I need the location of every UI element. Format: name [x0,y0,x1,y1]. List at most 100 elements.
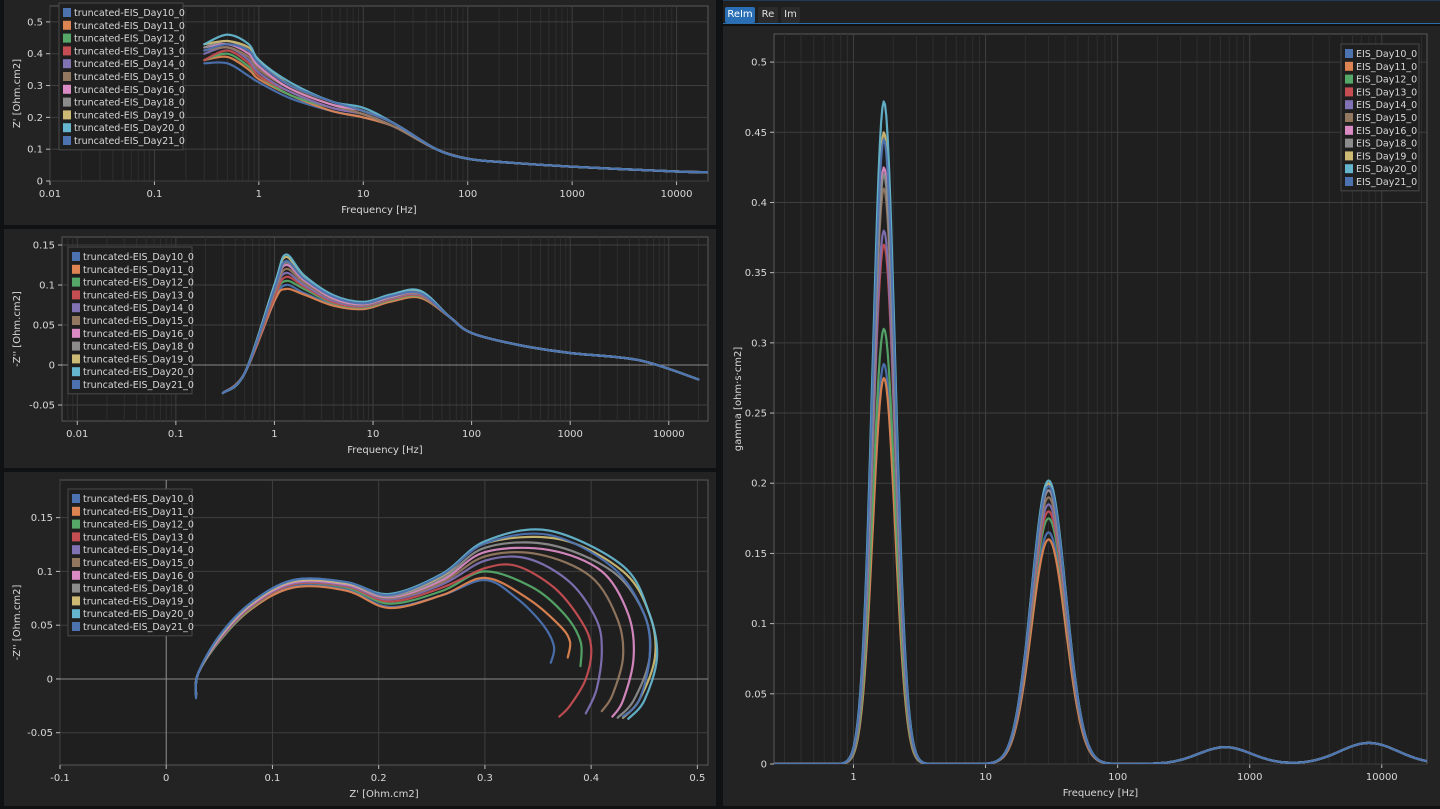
legend-label: EIS_Day16_0 [1356,126,1417,137]
legend-swatch [72,264,80,274]
x-tick-label: 0.2 [371,773,387,784]
y-tick-label: 0.45 [745,128,767,139]
legend-label: EIS_Day12_0 [1356,75,1417,86]
legend-label: EIS_Day15_0 [1356,113,1417,124]
legend-swatch [63,97,71,107]
legend-swatch [72,609,80,619]
y-tick-label: 0.5 [27,17,43,28]
nyquist-chart[interactable]: -0.1 0 0.1 0.2 0.3 0.4 0.5 -0.05 0 0.05 0.1 0.15 Z' … [4,472,716,806]
y-tick-label: 0 [761,760,767,771]
legend-label: truncated-EIS_Day12_0 [83,278,194,289]
series-lines [221,253,700,395]
y-tick-label: 0.05 [745,689,767,700]
zre-plot-panel[interactable]: 0.01 0.1 1 10 100 1000 10000 0 0.1 0.2 0.3 0.4 0.5 Fr… [4,0,716,225]
x-tick-label: 0.1 [265,773,281,784]
legend-swatch [63,8,71,17]
y-tick-label: 0.15 [31,513,53,524]
legend-label: truncated-EIS_Day10_0 [74,8,185,19]
legend-swatch [72,328,80,338]
legend-swatch [1345,49,1353,58]
legend-swatch [72,596,80,606]
legend-label: truncated-EIS_Day10_0 [83,252,194,263]
zre-vs-frequency-chart[interactable]: 0.01 0.1 1 10 100 1000 10000 0 0.1 0.2 0.3 0.4 0.5 Fr… [4,0,716,225]
legend-label: truncated-EIS_Day15_0 [74,72,185,83]
legend-label: truncated-EIS_Day12_0 [74,34,185,45]
legend-label: truncated-EIS_Day13_0 [83,532,194,543]
zim-vs-frequency-chart[interactable]: 0.01 0.1 1 10 100 1000 10000 -0.05 0 0.05 0.1 0.15 F… [4,229,716,468]
tab-re[interactable]: Re [758,7,778,23]
plot-area [773,33,1428,765]
y-tick-label: 0.1 [751,619,767,630]
x-tick-label: 1 [271,429,277,440]
legend-label: truncated-EIS_Day21_0 [74,136,185,147]
legend-swatch [63,59,71,69]
y-tick-label: 0.1 [39,281,55,292]
legend-swatch [72,506,80,516]
legend-label: EIS_Day20_0 [1356,164,1417,175]
x-tick-label: 1 [850,772,856,783]
y-tick-label: 0.3 [27,81,43,92]
legend-label: truncated-EIS_Day16_0 [74,85,185,96]
series-lines [194,528,659,720]
legend-label: truncated-EIS_Day19_0 [74,110,185,121]
tab-reim[interactable]: ReIm [725,7,755,23]
legend-swatch [63,136,71,145]
tab-im[interactable]: Im [781,7,800,23]
legend-swatch [1345,87,1353,97]
legend-swatch [1345,151,1353,161]
legend-swatch [72,303,80,313]
x-tick-label: 10000 [1366,772,1398,783]
legend-swatch [72,367,80,377]
legend-label: truncated-EIS_Day14_0 [74,59,185,70]
x-axis-label: Frequency [Hz] [341,205,417,216]
legend[interactable]: truncated-EIS_Day10_0 truncated-EIS_Day11… [58,2,185,151]
series-line-truncated-EIS_Day21_0 [221,259,700,395]
legend-label: truncated-EIS_Day13_0 [83,290,194,301]
drt-plot-panel[interactable]: 1 10 100 1000 10000 0 0.05 0.1 0.15 0.2 0.25 0.3 0.3… [723,26,1440,806]
nyquist-plot-panel[interactable]: -0.1 0 0.1 0.2 0.3 0.4 0.5 -0.05 0 0.05 0.1 0.15 Z' … [4,472,716,806]
legend-swatch [63,123,71,133]
series-line-EIS_Day21_0 [774,138,1427,764]
legend[interactable]: EIS_Day10_0EIS_Day11_0EIS_Day12_0EIS_Day… [1340,43,1420,192]
legend-label: EIS_Day14_0 [1356,100,1417,111]
legend-swatch [72,583,80,593]
x-tick-label: 100 [462,429,481,440]
series-line-truncated-EIS_Day21_0 [203,43,708,174]
legend-box [58,2,184,151]
x-tick-label: 0 [163,773,169,784]
legend-swatch [72,354,80,364]
y-tick-label: 0 [49,361,55,372]
legend-swatch [1345,113,1353,122]
legend-swatch [72,558,80,567]
legend-label: EIS_Day13_0 [1356,87,1417,98]
x-tick-label: 0.5 [689,773,705,784]
legend[interactable]: truncated-EIS_Day10_0 truncated-EIS_Day11… [67,488,194,637]
legend-box [1340,43,1420,192]
drt-gamma-chart[interactable]: 1 10 100 1000 10000 0 0.05 0.1 0.15 0.2 0.25 0.3 0.3… [723,26,1440,806]
zim-plot-panel[interactable]: 0.01 0.1 1 10 100 1000 10000 -0.05 0 0.05 0.1 0.15 F… [4,229,716,468]
y-tick-label: -0.05 [29,401,55,412]
legend-label: truncated-EIS_Day20_0 [83,609,194,620]
legend-label: truncated-EIS_Day14_0 [83,545,194,556]
legend-label: truncated-EIS_Day14_0 [83,303,194,314]
legend-label: truncated-EIS_Day16_0 [83,329,194,340]
x-tick-label: 0.01 [66,429,88,440]
legend-label: EIS_Day11_0 [1356,62,1417,73]
legend-swatch [72,277,80,287]
y-tick-label: 0.4 [27,49,43,60]
y-tick-label: 0 [47,674,53,685]
legend-label: truncated-EIS_Day19_0 [83,596,194,607]
series-lines [203,33,708,174]
x-tick-label: 1000 [559,189,584,200]
x-axis-label: Frequency [Hz] [347,445,423,456]
y-tick-label: 0.25 [745,409,767,420]
legend-label: truncated-EIS_Day18_0 [83,342,194,353]
minor-gridlines [783,34,1423,764]
y-tick-label: 0.5 [751,58,767,69]
legend-label: truncated-EIS_Day11_0 [83,507,194,518]
legend-swatch [1345,138,1353,148]
legend-label: truncated-EIS_Day10_0 [83,494,194,505]
x-tick-label: 0.3 [477,773,493,784]
y-axis-label: Z' [Ohm.cm2] [12,59,23,128]
legend[interactable]: truncated-EIS_Day10_0 truncated-EIS_Day11… [67,246,194,395]
